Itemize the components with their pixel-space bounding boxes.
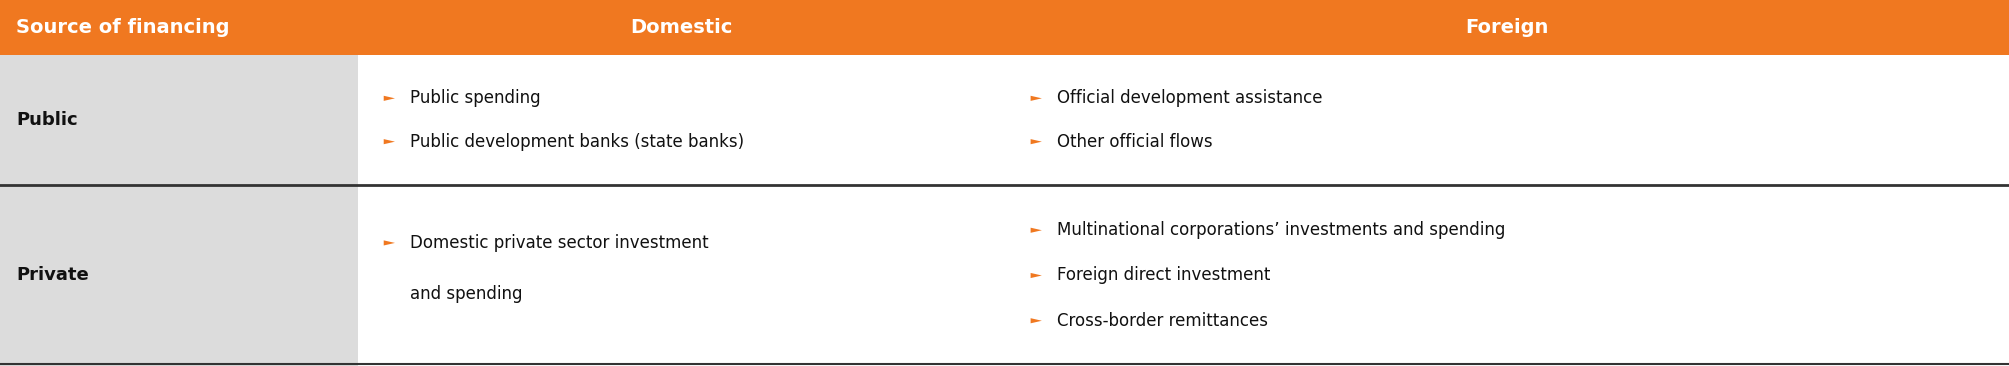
Text: and spending: and spending xyxy=(410,285,522,303)
Polygon shape xyxy=(384,240,396,246)
Bar xyxy=(358,185,1004,366)
Text: Private: Private xyxy=(16,266,88,284)
Bar xyxy=(358,55,1004,185)
Text: Cross-border remittances: Cross-border remittances xyxy=(1057,312,1268,330)
Bar xyxy=(0,0,2009,55)
Polygon shape xyxy=(1031,96,1043,101)
Polygon shape xyxy=(1031,273,1043,278)
Polygon shape xyxy=(1031,139,1043,144)
Text: Official development assistance: Official development assistance xyxy=(1057,89,1322,107)
Text: Public development banks (state banks): Public development banks (state banks) xyxy=(410,132,743,151)
Polygon shape xyxy=(1031,228,1043,233)
Bar xyxy=(1004,55,2009,185)
Text: Foreign direct investment: Foreign direct investment xyxy=(1057,266,1270,284)
Text: Domestic private sector investment: Domestic private sector investment xyxy=(410,234,709,252)
Text: Multinational corporations’ investments and spending: Multinational corporations’ investments … xyxy=(1057,221,1505,239)
Text: Source of financing: Source of financing xyxy=(16,18,229,37)
Text: Domestic: Domestic xyxy=(631,18,731,37)
Polygon shape xyxy=(384,96,396,101)
Polygon shape xyxy=(384,139,396,144)
Text: Public: Public xyxy=(16,111,78,129)
Text: Public spending: Public spending xyxy=(410,89,540,107)
Text: Foreign: Foreign xyxy=(1465,18,1549,37)
Bar xyxy=(1004,185,2009,366)
Bar xyxy=(0,185,358,366)
Bar xyxy=(0,55,358,185)
Text: Other official flows: Other official flows xyxy=(1057,132,1211,151)
Polygon shape xyxy=(1031,318,1043,323)
